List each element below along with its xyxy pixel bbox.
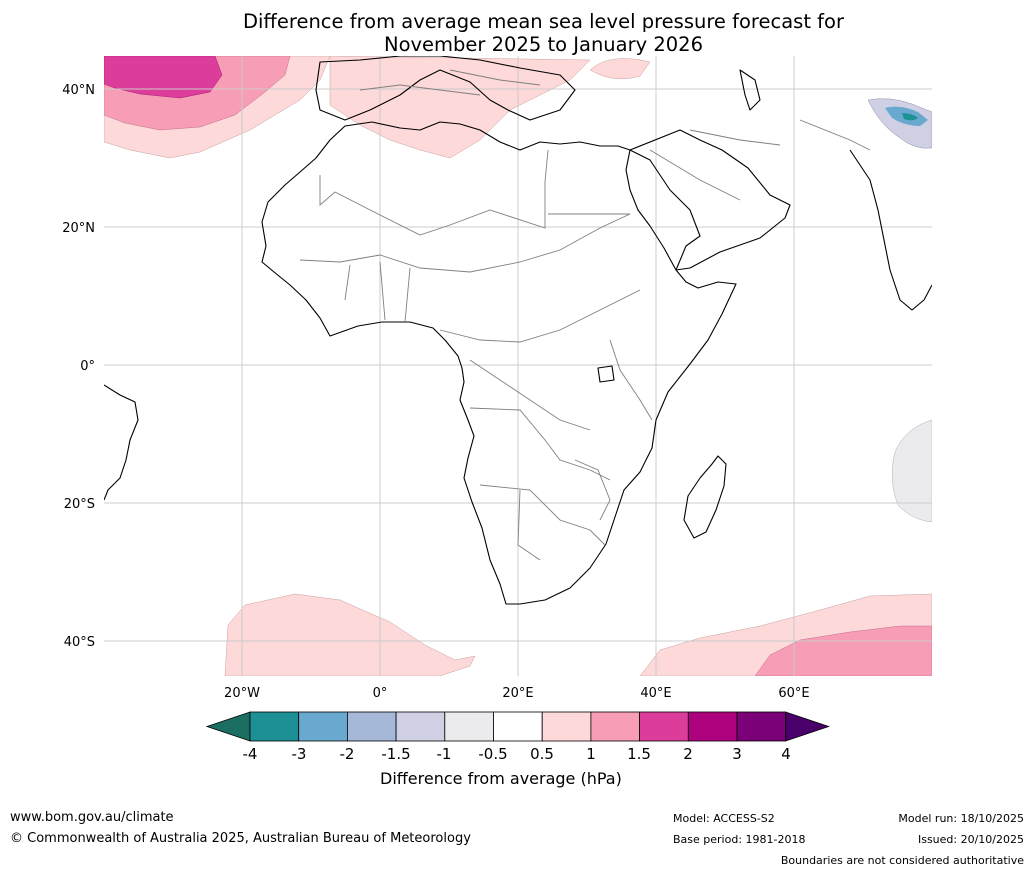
lat-label-40n: 40°N bbox=[62, 83, 95, 98]
lat-label-40s: 40°S bbox=[64, 635, 95, 650]
colorbar-segment bbox=[736, 711, 787, 742]
border-middle-east bbox=[649, 119, 871, 201]
footer-model-run: Model run: 18/10/2025 bbox=[898, 812, 1024, 825]
title-line-2: November 2025 to January 2026 bbox=[384, 33, 703, 56]
colorbar bbox=[205, 711, 830, 742]
colorbar-segment bbox=[298, 711, 348, 742]
border-east-africa bbox=[609, 339, 653, 421]
map-title: Difference from average mean sea level p… bbox=[0, 10, 1035, 56]
anomaly-region-south-west bbox=[224, 593, 476, 676]
colorbar-segment bbox=[249, 711, 300, 742]
lon-label-60e: 60°E bbox=[778, 686, 809, 701]
anomaly-region-indian-ocean bbox=[891, 419, 932, 523]
colorbar-segment bbox=[346, 711, 397, 742]
colorbar-label: 2 bbox=[683, 745, 693, 763]
border-west-africa bbox=[344, 261, 411, 323]
lat-label-0: 0° bbox=[80, 359, 95, 374]
border-congo bbox=[469, 359, 591, 431]
footer-issued: Issued: 20/10/2025 bbox=[917, 833, 1024, 846]
footer-copyright: © Commonwealth of Australia 2025, Austra… bbox=[10, 831, 471, 846]
border-south-africa bbox=[469, 407, 611, 481]
colorbar-segment bbox=[395, 711, 446, 742]
lon-label-20w: 20°W bbox=[224, 686, 260, 701]
colorbar-extend-low bbox=[205, 711, 251, 742]
lon-label-0: 0° bbox=[373, 686, 388, 701]
colorbar-label: -3 bbox=[291, 745, 307, 763]
title-line-1: Difference from average mean sea level p… bbox=[243, 10, 844, 33]
country-borders bbox=[299, 69, 871, 561]
border-sahel bbox=[299, 213, 631, 273]
footer-model: Model: ACCESS-S2 bbox=[673, 812, 775, 825]
border-central-africa bbox=[439, 289, 641, 343]
colorbar-label: -2 bbox=[339, 745, 355, 763]
arabia-coastline bbox=[629, 129, 791, 271]
anomaly-region-himalaya-core bbox=[902, 113, 918, 121]
border-botswana bbox=[479, 484, 606, 546]
lon-label-40e: 40°E bbox=[640, 686, 671, 701]
lat-label-20n: 20°N bbox=[62, 221, 95, 236]
lat-label-20s: 20°S bbox=[64, 497, 95, 512]
footer-disclaimer: Boundaries are not considered authoritat… bbox=[780, 854, 1024, 867]
anomaly-region-med-light bbox=[329, 56, 591, 159]
border-north-africa bbox=[319, 149, 549, 236]
colorbar-label: 1 bbox=[586, 745, 596, 763]
anomaly-region-north-high bbox=[104, 56, 223, 99]
colorbar-extend-high bbox=[785, 711, 830, 742]
colorbar-label: -1 bbox=[436, 745, 452, 763]
colorbar-label: 1.5 bbox=[627, 745, 651, 763]
colorbar-segment bbox=[493, 711, 543, 742]
colorbar-segment bbox=[687, 711, 738, 742]
lake-victoria-coastline bbox=[597, 365, 615, 383]
africa-coastline bbox=[261, 121, 737, 605]
colorbar-label: 4 bbox=[781, 745, 791, 763]
coastlines bbox=[104, 56, 932, 605]
caspian-coastline bbox=[739, 69, 761, 111]
colorbar-label: -1.5 bbox=[381, 745, 411, 763]
footer-base-period: Base period: 1981-2018 bbox=[673, 833, 806, 846]
colorbar-segment bbox=[541, 711, 592, 742]
colorbar-segment bbox=[444, 711, 494, 742]
anomaly-region-south-east-mid bbox=[754, 625, 932, 676]
gridlines bbox=[104, 56, 932, 676]
lon-label-20e: 20°E bbox=[502, 686, 533, 701]
colorbar-label: 3 bbox=[732, 745, 742, 763]
colorbar-segment bbox=[639, 711, 689, 742]
colorbar-segment bbox=[590, 711, 641, 742]
colorbar-label: 0.5 bbox=[530, 745, 554, 763]
colorbar-label: -4 bbox=[242, 745, 258, 763]
south-america-coastline bbox=[104, 384, 139, 501]
colorbar-title: Difference from average (hPa) bbox=[380, 769, 622, 788]
footer-website[interactable]: www.bom.gov.au/climate bbox=[10, 810, 174, 825]
colorbar-label: -0.5 bbox=[478, 745, 508, 763]
europe-coastline bbox=[315, 56, 576, 121]
border-namibia bbox=[517, 489, 541, 561]
axis-labels: 40°N 20°N 0° 20°S 40°S 20°W 0° 20°E 40°E… bbox=[62, 83, 809, 701]
border-mozambique bbox=[574, 459, 611, 521]
border-europe bbox=[359, 69, 541, 96]
madagascar-coastline bbox=[683, 455, 727, 539]
anomaly-shading bbox=[104, 56, 932, 676]
anomaly-region-himalaya bbox=[867, 98, 932, 149]
anomaly-region-ne-light bbox=[589, 58, 651, 80]
india-coastline bbox=[849, 149, 932, 311]
